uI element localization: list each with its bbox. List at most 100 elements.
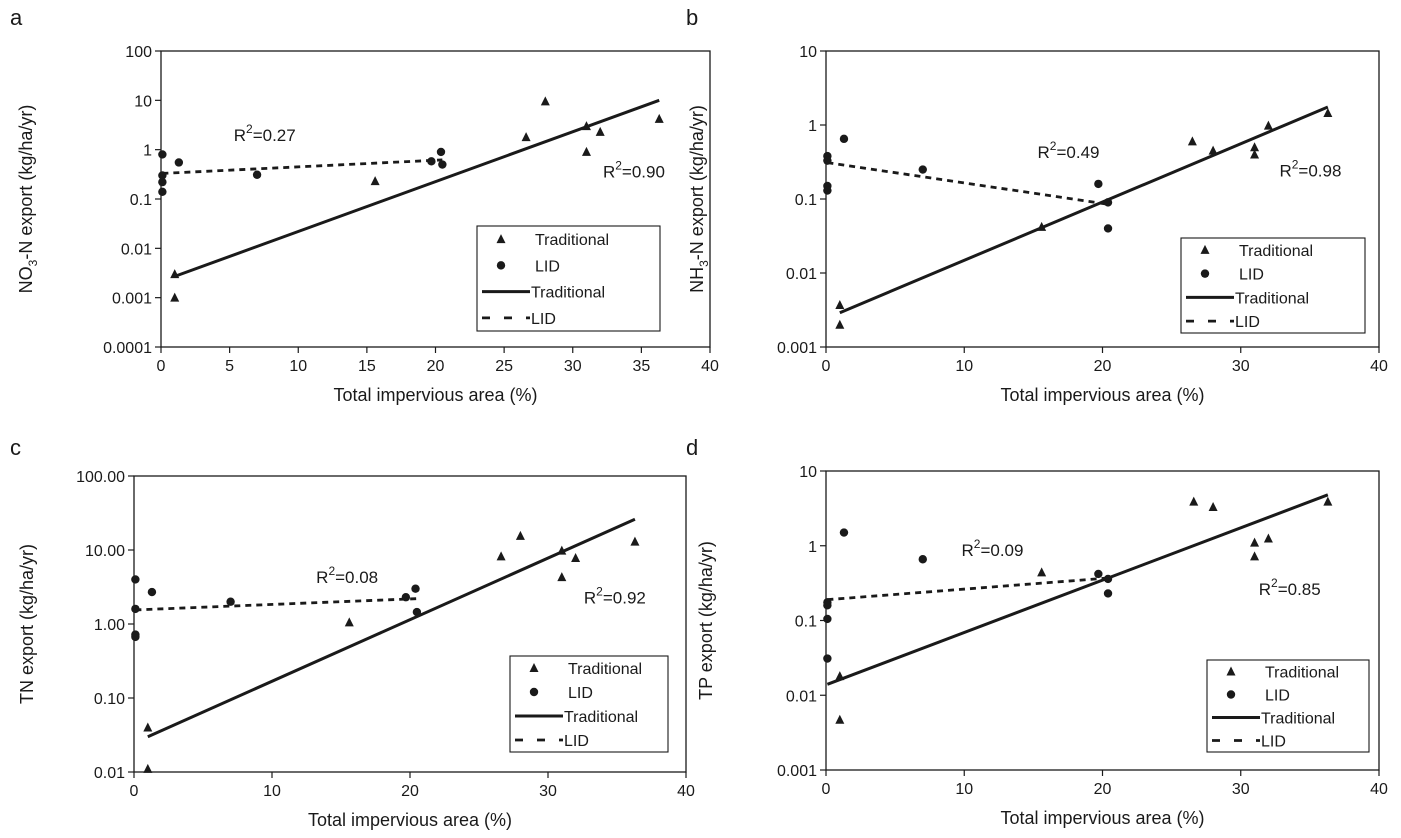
legend-label: LID <box>1239 267 1264 284</box>
x-tick-label: 0 <box>822 781 831 798</box>
data-point-traditional <box>1250 149 1260 159</box>
x-tick-label: 30 <box>539 783 557 800</box>
x-axis-label: Total impervious area (%) <box>333 385 537 405</box>
x-tick-label: 20 <box>1094 781 1112 798</box>
y-axis-label-rest: -N export (kg/ha/yr) <box>16 105 36 260</box>
data-point-lid <box>252 170 262 179</box>
data-point-lid <box>1103 589 1113 598</box>
y-tick-label: 0.01 <box>786 688 817 705</box>
y-axis-label: TP export (kg/ha/yr) <box>696 541 716 700</box>
chart-panel-b: b 0 10 20 30 40 0.001 0.01 0.1 1 10 Total imperviou… <box>686 5 1388 405</box>
y-axis-label: NO3-N export (kg/ha/yr) <box>16 105 40 294</box>
data-point-traditional <box>370 176 380 186</box>
legend-label: Traditional <box>568 661 642 678</box>
data-point-traditional <box>344 617 354 627</box>
data-point-traditional <box>581 146 591 156</box>
legend-label: LID <box>1265 688 1290 705</box>
y-tick-label: 0.01 <box>786 266 817 283</box>
legend-label: Traditional <box>531 285 605 302</box>
data-point-traditional <box>496 551 506 561</box>
r-squared-superscript: 2 <box>615 159 622 173</box>
r-squared-annotation: R2=0.49 <box>1038 139 1100 162</box>
y-tick-label: 100.00 <box>76 469 125 486</box>
data-point-traditional <box>581 121 591 131</box>
r-squared-superscript: 2 <box>246 122 253 136</box>
r-squared-value: =0.08 <box>335 568 378 587</box>
r-squared-symbol: R <box>1279 162 1291 181</box>
r-squared-annotation: R2=0.27 <box>234 122 296 145</box>
y-tick-label: 0.10 <box>94 691 125 708</box>
fit-line-traditional <box>147 517 636 739</box>
y-axis-label-main: TP export (kg/ha/yr) <box>696 541 716 700</box>
legend: Traditional LID Traditional LID <box>1206 659 1370 753</box>
data-point-lid <box>131 604 140 614</box>
x-tick-label: 40 <box>677 783 695 800</box>
x-tick-label: 0 <box>157 358 166 375</box>
data-point-traditional <box>835 299 845 309</box>
x-tick-label: 10 <box>955 358 973 375</box>
data-point-lid <box>1103 198 1113 207</box>
legend-label: Traditional <box>535 232 609 249</box>
data-point-lid <box>436 147 446 157</box>
y-axis-label-main: NH <box>687 267 707 293</box>
fit-line-lid <box>162 158 443 175</box>
legend-marker-circle <box>1200 269 1210 278</box>
r-squared-symbol: R <box>1259 580 1271 599</box>
r-squared-superscript: 2 <box>596 584 603 598</box>
data-point-traditional <box>1263 120 1273 130</box>
data-point-traditional <box>835 671 845 681</box>
r-squared-annotation: R2=0.85 <box>1259 576 1321 599</box>
y-tick-label: 0.001 <box>777 340 817 357</box>
legend-label: LID <box>1261 734 1286 751</box>
r-squared-superscript: 2 <box>1271 576 1278 590</box>
y-tick-label: 10 <box>134 93 152 110</box>
fit-line-lid <box>827 576 1109 602</box>
data-point-lid <box>1103 574 1113 584</box>
data-point-lid <box>131 632 140 642</box>
panel-label: d <box>686 435 698 460</box>
legend-label: Traditional <box>564 709 638 726</box>
data-point-traditional <box>515 530 525 540</box>
y-axis-label: TN export (kg/ha/yr) <box>17 544 37 704</box>
r-squared-annotation: R2=0.08 <box>316 564 378 587</box>
data-point-lid <box>158 177 167 187</box>
x-tick-label: 0 <box>822 358 831 375</box>
x-tick-label: 10 <box>289 358 307 375</box>
data-point-lid <box>174 158 184 167</box>
legend-label: LID <box>531 311 556 328</box>
r-squared-annotation: R2=0.09 <box>961 537 1023 560</box>
r-squared-superscript: 2 <box>974 537 981 551</box>
data-point-traditional <box>1037 567 1047 577</box>
legend-box <box>1180 237 1366 334</box>
data-point-traditional <box>654 113 664 123</box>
y-tick-label: 0.01 <box>94 765 125 782</box>
y-tick-label: 0.001 <box>112 291 152 308</box>
fit-line-traditional <box>826 493 1329 686</box>
data-point-lid <box>918 555 927 564</box>
r-squared-symbol: R <box>1038 143 1050 162</box>
data-point-traditional <box>630 536 640 546</box>
legend-label: LID <box>1235 314 1260 331</box>
x-tick-label: 40 <box>1370 358 1388 375</box>
y-tick-label: 0.001 <box>777 763 817 780</box>
data-point-lid <box>158 187 167 196</box>
legend-label: LID <box>535 258 560 275</box>
y-axis-label-subscript: 3 <box>26 259 40 266</box>
x-tick-label: 35 <box>632 358 650 375</box>
data-point-traditional <box>1189 496 1199 506</box>
x-tick-label: 5 <box>225 358 234 375</box>
legend-marker-triangle <box>1226 666 1236 676</box>
y-axis-label-main: NO <box>16 266 36 293</box>
legend-marker-triangle <box>1200 244 1210 254</box>
r-squared-symbol: R <box>234 126 246 145</box>
x-tick-label: 40 <box>1370 781 1388 798</box>
y-tick-label: 0.0001 <box>103 340 152 357</box>
legend-marker-triangle <box>496 234 506 244</box>
r-squared-annotation: R2=0.90 <box>603 159 665 182</box>
data-point-lid <box>839 528 849 537</box>
fit-line-traditional <box>839 105 1329 315</box>
data-point-traditional <box>557 545 567 555</box>
x-tick-label: 30 <box>1232 358 1250 375</box>
legend-label: LID <box>564 733 589 750</box>
chart-panel-c: c 0 10 20 30 40 0.01 0.10 1.00 10.00 100.00 Total i… <box>10 435 695 830</box>
